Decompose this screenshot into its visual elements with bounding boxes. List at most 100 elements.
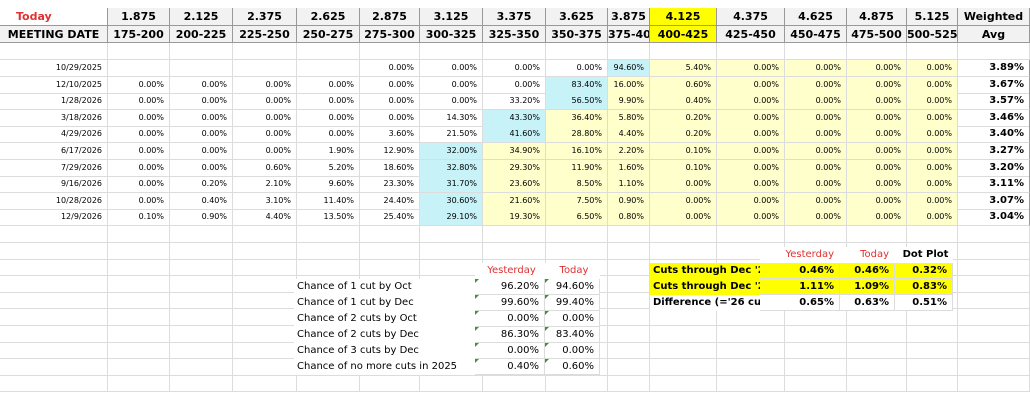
probability-cell[interactable]: 94.60% <box>608 60 650 77</box>
probability-cell[interactable]: 32.80% <box>420 159 483 177</box>
empty-cell[interactable] <box>717 325 785 343</box>
probability-cell[interactable]: 0.00% <box>717 109 785 127</box>
probability-cell[interactable]: 0.00% <box>847 76 907 94</box>
rate-range-header[interactable]: 275-300 <box>360 26 420 43</box>
empty-cell[interactable] <box>958 242 1030 260</box>
empty-cell[interactable] <box>608 259 650 277</box>
chance-label[interactable]: Chance of no more cuts in 2025 <box>294 359 475 375</box>
empty-cell[interactable] <box>297 259 360 277</box>
probability-cell[interactable]: 0.00% <box>108 143 170 160</box>
rate-range-header[interactable]: 400-425 <box>650 26 717 43</box>
probability-cell[interactable]: 0.00% <box>907 159 958 177</box>
empty-cell[interactable] <box>233 309 297 326</box>
probability-cell[interactable]: 0.40% <box>650 93 717 111</box>
probability-cell[interactable]: 0.00% <box>170 126 233 144</box>
empty-cell[interactable] <box>483 43 546 60</box>
probability-cell[interactable]: 0.00% <box>847 209 907 227</box>
empty-cell[interactable] <box>108 292 170 310</box>
empty-cell[interactable] <box>785 342 847 360</box>
empty-cell[interactable] <box>650 375 717 393</box>
rate-midpoint-header[interactable]: 4.625 <box>785 8 847 26</box>
probability-cell[interactable]: 4.40% <box>608 126 650 144</box>
rate-range-header[interactable]: 500-525 <box>907 26 958 43</box>
empty-cell[interactable] <box>717 375 785 393</box>
probability-cell[interactable]: 0.00% <box>420 76 483 94</box>
weighted-avg-cell[interactable]: 3.27% <box>958 143 1030 160</box>
cuts-dot-plot-value[interactable]: 0.51% <box>895 295 953 311</box>
empty-cell[interactable] <box>847 342 907 360</box>
empty-cell[interactable] <box>170 342 233 360</box>
cuts-row-label[interactable]: Difference (='26 cuts) <box>650 295 760 311</box>
probability-cell[interactable]: 29.30% <box>483 159 546 177</box>
empty-cell[interactable] <box>650 226 717 243</box>
probability-cell[interactable]: 0.00% <box>170 93 233 111</box>
probability-cell[interactable]: 0.00% <box>170 109 233 127</box>
probability-cell[interactable]: 0.00% <box>650 192 717 210</box>
empty-cell[interactable] <box>785 375 847 393</box>
probability-cell[interactable]: 16.10% <box>546 143 608 160</box>
cuts-yesterday-value[interactable]: 0.46% <box>760 263 840 279</box>
cuts-row-label[interactable]: Cuts through Dec '25 <box>650 263 760 279</box>
probability-cell[interactable]: 0.00% <box>907 143 958 160</box>
empty-cell[interactable] <box>108 358 170 376</box>
rate-range-header[interactable]: 425-450 <box>717 26 785 43</box>
probability-cell[interactable] <box>233 60 297 77</box>
probability-cell[interactable]: 21.50% <box>420 126 483 144</box>
empty-cell[interactable] <box>108 342 170 360</box>
probability-cell[interactable] <box>170 60 233 77</box>
empty-cell[interactable] <box>0 292 108 310</box>
cuts-today-header[interactable]: Today <box>840 247 895 263</box>
probability-cell[interactable]: 0.00% <box>717 192 785 210</box>
empty-cell[interactable] <box>717 43 785 60</box>
probability-cell[interactable]: 0.60% <box>233 159 297 177</box>
weighted-avg-cell[interactable]: 3.46% <box>958 109 1030 127</box>
weighted-header[interactable]: Weighted <box>958 8 1030 26</box>
probability-cell[interactable]: 0.00% <box>360 76 420 94</box>
probability-cell[interactable]: 0.00% <box>785 143 847 160</box>
rate-midpoint-header[interactable]: 3.625 <box>546 8 608 26</box>
probability-cell[interactable]: 5.40% <box>650 60 717 77</box>
empty-cell[interactable] <box>650 342 717 360</box>
probability-cell[interactable]: 33.20% <box>483 93 546 111</box>
empty-cell[interactable] <box>420 43 483 60</box>
probability-cell[interactable]: 0.00% <box>907 192 958 210</box>
rate-midpoint-header[interactable]: 4.375 <box>717 8 785 26</box>
empty-cell[interactable] <box>608 242 650 260</box>
rate-midpoint-header[interactable]: 2.625 <box>297 8 360 26</box>
empty-cell[interactable] <box>108 309 170 326</box>
chance-today-value[interactable]: 0.00% <box>545 343 600 359</box>
probability-cell[interactable]: 0.00% <box>847 126 907 144</box>
probability-cell[interactable]: 0.90% <box>170 209 233 227</box>
probability-cell[interactable]: 0.00% <box>717 176 785 194</box>
meeting-date-cell[interactable]: 12/10/2025 <box>0 76 108 94</box>
empty-cell[interactable] <box>233 275 297 293</box>
cuts-today-value[interactable]: 0.46% <box>840 263 895 279</box>
probability-cell[interactable]: 0.00% <box>360 109 420 127</box>
probability-cell[interactable]: 3.60% <box>360 126 420 144</box>
probability-cell[interactable]: 0.00% <box>717 76 785 94</box>
probability-cell[interactable]: 0.00% <box>785 126 847 144</box>
chance-today-value[interactable]: 0.60% <box>545 359 600 375</box>
rate-midpoint-header[interactable]: 3.125 <box>420 8 483 26</box>
probability-cell[interactable]: 0.00% <box>907 60 958 77</box>
probability-cell[interactable]: 43.30% <box>483 109 546 127</box>
cuts-yesterday-header[interactable]: Yesterday <box>760 247 840 263</box>
empty-cell[interactable] <box>170 292 233 310</box>
probability-cell[interactable]: 0.10% <box>650 159 717 177</box>
empty-cell[interactable] <box>717 309 785 326</box>
empty-cell[interactable] <box>360 43 420 60</box>
empty-cell[interactable] <box>650 325 717 343</box>
empty-cell[interactable] <box>0 275 108 293</box>
probability-cell[interactable]: 36.40% <box>546 109 608 127</box>
meeting-date-cell[interactable]: 7/29/2026 <box>0 159 108 177</box>
empty-cell[interactable] <box>958 226 1030 243</box>
empty-cell[interactable] <box>717 358 785 376</box>
probability-cell[interactable]: 0.00% <box>108 159 170 177</box>
probability-cell[interactable]: 0.00% <box>108 76 170 94</box>
probability-cell[interactable]: 0.00% <box>297 109 360 127</box>
rate-midpoint-header[interactable]: 4.875 <box>847 8 907 26</box>
empty-cell[interactable] <box>108 275 170 293</box>
empty-cell[interactable] <box>958 325 1030 343</box>
empty-cell[interactable] <box>907 43 958 60</box>
empty-cell[interactable] <box>847 43 907 60</box>
